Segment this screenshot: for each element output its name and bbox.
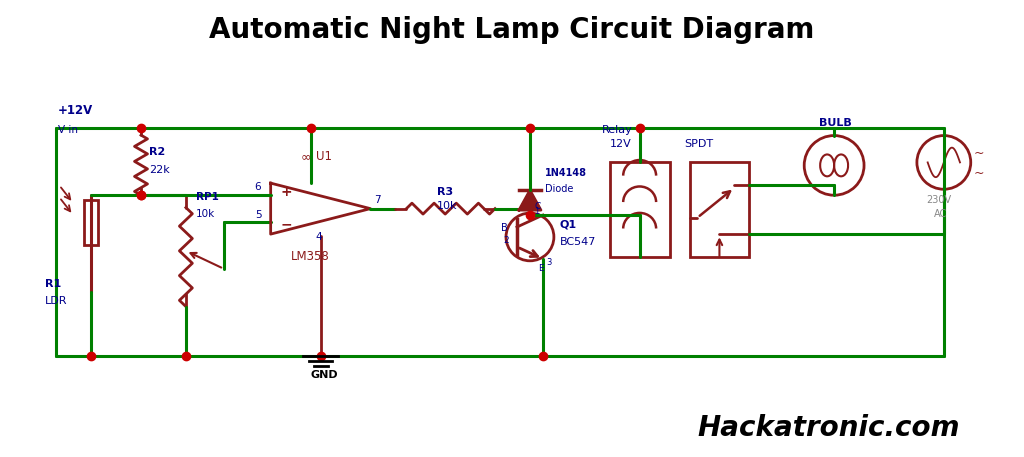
- Text: 22k: 22k: [148, 165, 170, 175]
- Text: 6: 6: [255, 182, 261, 192]
- Text: C: C: [535, 202, 542, 211]
- Text: SPDT: SPDT: [684, 139, 714, 149]
- Text: 7: 7: [375, 195, 381, 205]
- Text: B: B: [501, 223, 508, 233]
- Text: R1: R1: [45, 279, 61, 289]
- Text: LDR: LDR: [45, 296, 68, 306]
- Text: GND: GND: [310, 370, 338, 380]
- Text: BULB: BULB: [819, 117, 852, 128]
- Text: 5: 5: [255, 210, 261, 220]
- Text: 10k: 10k: [437, 201, 458, 211]
- Text: AC: AC: [934, 209, 947, 219]
- Text: E: E: [538, 264, 544, 273]
- Text: 4: 4: [315, 232, 323, 242]
- Text: Q1: Q1: [560, 219, 577, 229]
- Text: Hackatronic.com: Hackatronic.com: [698, 414, 961, 442]
- Text: ~: ~: [974, 167, 984, 181]
- Text: U1: U1: [315, 150, 332, 164]
- Text: 230V: 230V: [926, 195, 951, 205]
- Text: BC547: BC547: [560, 237, 596, 247]
- Bar: [689, 162, 750, 257]
- Text: 2: 2: [503, 236, 509, 245]
- Text: ~: ~: [974, 146, 984, 159]
- Text: V in: V in: [58, 125, 78, 135]
- Text: 12V: 12V: [609, 139, 632, 149]
- Text: +12V: +12V: [58, 104, 93, 117]
- Text: R3: R3: [437, 187, 454, 197]
- Text: 1: 1: [534, 207, 540, 216]
- Text: 1N4148: 1N4148: [545, 168, 587, 178]
- Text: ∞: ∞: [301, 150, 311, 164]
- Text: Relay: Relay: [602, 125, 633, 135]
- Text: R2: R2: [148, 148, 165, 158]
- Polygon shape: [519, 190, 541, 210]
- Text: 3: 3: [546, 258, 551, 267]
- Text: 10k: 10k: [196, 209, 215, 219]
- Text: LM358: LM358: [291, 250, 330, 263]
- Text: Diode: Diode: [545, 184, 573, 194]
- Text: Automatic Night Lamp Circuit Diagram: Automatic Night Lamp Circuit Diagram: [209, 16, 815, 44]
- Text: −: −: [281, 217, 292, 231]
- Text: +: +: [281, 185, 292, 199]
- Bar: [84, 200, 98, 245]
- Bar: [609, 162, 670, 257]
- Text: RP1: RP1: [196, 192, 219, 202]
